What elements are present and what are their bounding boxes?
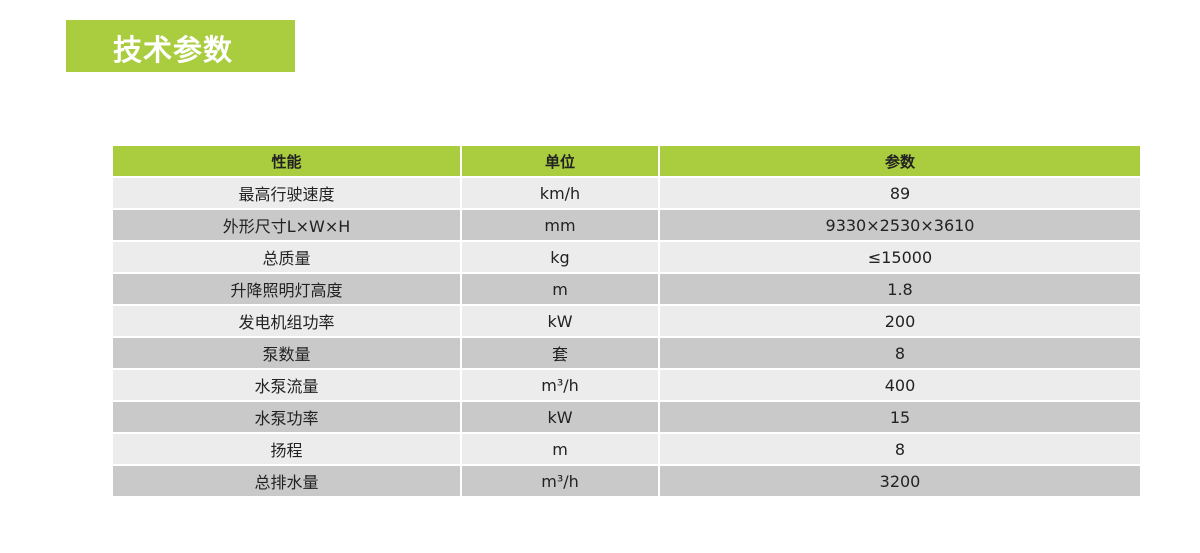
table-row: 泵数量套 8 [113,338,1140,368]
cell-parameter: 9330×2530×3610 [660,210,1140,240]
table-header-row: 性能 单位 参数 [113,146,1140,176]
cell-performance: 总排水量 [113,466,460,496]
table-row: 水泵功率 kW 15 [113,402,1140,432]
table-row: 最高行驶速度 km/h 89 [113,178,1140,208]
cell-unit: m³/h [462,370,658,400]
cell-performance: 水泵功率 [113,402,460,432]
cell-performance: 最高行驶速度 [113,178,460,208]
cell-parameter: 15 [660,402,1140,432]
cell-performance: 扬程 [113,434,460,464]
cell-unit: m³/h [462,466,658,496]
cell-unit: m [462,434,658,464]
cell-unit: kW [462,306,658,336]
cell-performance: 水泵流量 [113,370,460,400]
cell-unit: 套 [462,338,658,368]
cell-parameter: 400 [660,370,1140,400]
cell-unit: kW [462,402,658,432]
spec-table: 性能 单位 参数 最高行驶速度 km/h 89 外形尺寸L×W×H mm 9330×253… [111,144,1142,498]
section-title-banner: 技术参数 [66,20,295,72]
table-row: 扬程 m 8 [113,434,1140,464]
cell-parameter: 1.8 [660,274,1140,304]
section-title: 技术参数 [113,33,234,67]
cell-parameter: 200 [660,306,1140,336]
header-parameter: 参数 [660,146,1140,176]
cell-parameter: 8 [660,434,1140,464]
cell-performance: 泵数量 [113,338,460,368]
table-row: 水泵流量 m³/h 400 [113,370,1140,400]
cell-performance: 总质量 [113,242,460,272]
cell-performance: 外形尺寸L×W×H [113,210,460,240]
table-row: 总质量 kg ≤15000 [113,242,1140,272]
header-performance: 性能 [113,146,460,176]
table-row: 升降照明灯高度 m 1.8 [113,274,1140,304]
cell-unit: kg [462,242,658,272]
cell-parameter: 3200 [660,466,1140,496]
table-row: 外形尺寸L×W×H mm 9330×2530×3610 [113,210,1140,240]
cell-parameter: ≤15000 [660,242,1140,272]
table-row: 发电机组功率 kW 200 [113,306,1140,336]
header-unit: 单位 [462,146,658,176]
cell-performance: 升降照明灯高度 [113,274,460,304]
cell-unit: mm [462,210,658,240]
cell-unit: m [462,274,658,304]
cell-unit: km/h [462,178,658,208]
table-row: 总排水量 m³/h 3200 [113,466,1140,496]
cell-parameter: 8 [660,338,1140,368]
cell-parameter: 89 [660,178,1140,208]
cell-performance: 发电机组功率 [113,306,460,336]
